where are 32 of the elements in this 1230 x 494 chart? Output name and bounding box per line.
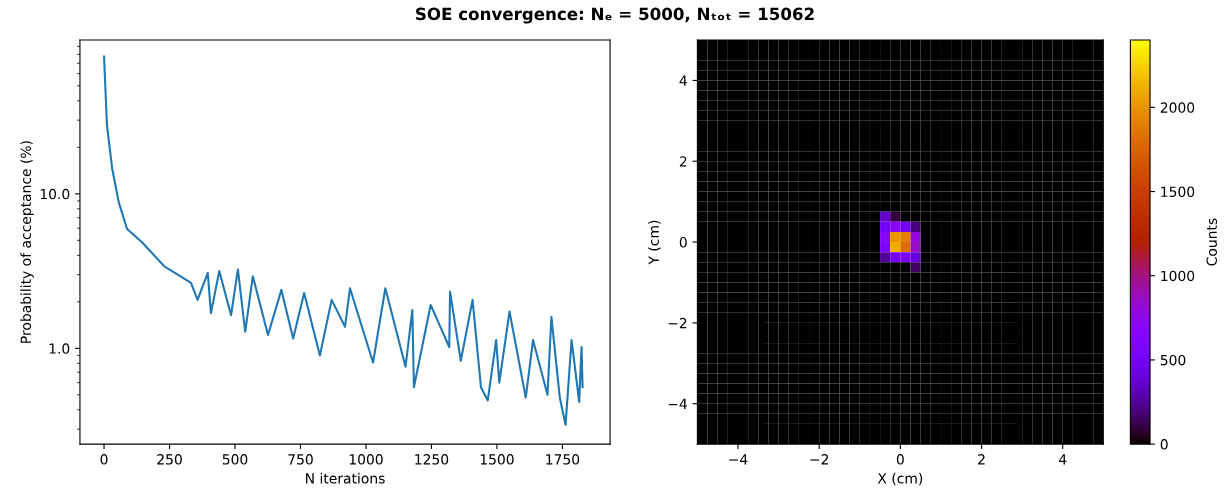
x-axis-title: X (cm) <box>877 472 923 486</box>
x-tick-label: 4 <box>1058 454 1067 465</box>
x-tick-label: 1500 <box>480 454 514 465</box>
x-tick-label: 1250 <box>415 454 449 465</box>
color-bar-title: Counts <box>1206 218 1217 266</box>
y-axis-title: Probability of acceptance (%) <box>20 141 34 343</box>
y-tick-label: 4 <box>679 75 687 86</box>
x-tick-label: 500 <box>222 454 248 465</box>
x-axis-title: N iterations <box>306 472 385 484</box>
x-tick-label: 0 <box>896 454 904 465</box>
x-tick-label: −4 <box>729 454 748 465</box>
x-tick-label: 2 <box>978 454 985 465</box>
x-tick-label: 1750 <box>546 454 580 465</box>
x-tick-label: 250 <box>157 454 182 465</box>
y-tick-label: 0 <box>679 237 687 248</box>
color-bar-label: 1000 <box>1161 270 1195 282</box>
color-bar-label: 2000 <box>1160 102 1195 113</box>
chart-title: SOE convergence: Nₑ = 5000, Nₜₒₜ = 15062 <box>416 7 814 24</box>
y-tick-label: 2 <box>679 156 687 167</box>
x-tick-label: 0 <box>100 454 108 465</box>
color-bar-label: 500 <box>1160 354 1186 366</box>
x-tick-label: 750 <box>288 454 313 465</box>
y-tick-label: 1.0 <box>49 343 70 354</box>
line-series <box>103 55 584 426</box>
y-axis-title: Y (cm) <box>648 220 661 265</box>
color-bar-label: 0 <box>1160 439 1168 450</box>
y-tick-label: −2 <box>668 317 687 329</box>
color-bar-label: 1500 <box>1161 186 1195 198</box>
y-tick-label: −4 <box>668 398 687 409</box>
x-tick-label: −2 <box>810 454 829 465</box>
x-tick-label: 1000 <box>349 454 383 465</box>
y-tick-label: 10.0 <box>40 188 70 200</box>
